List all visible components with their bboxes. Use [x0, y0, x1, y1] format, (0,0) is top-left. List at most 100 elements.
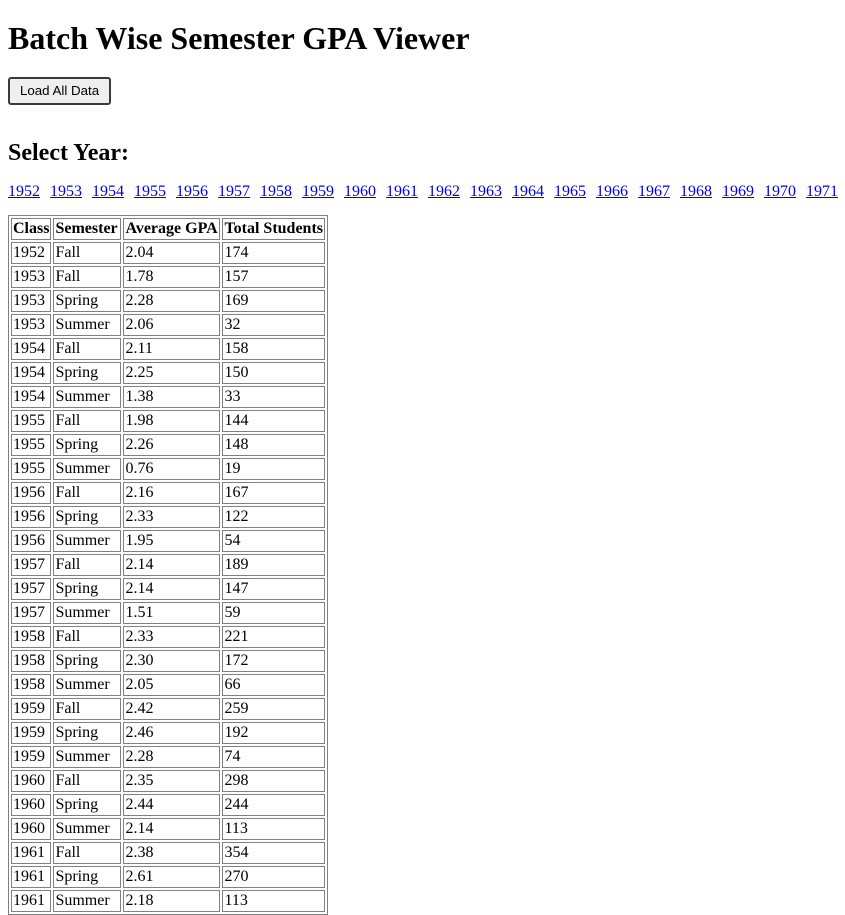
table-row: 1953 Spring 2.28 169: [11, 290, 326, 312]
header-average-gpa: Average GPA: [123, 218, 221, 240]
cell-total-students: 32: [222, 314, 326, 336]
cell-total-students: 122: [222, 506, 326, 528]
cell-total-students: 270: [222, 866, 326, 888]
header-semester: Semester: [53, 218, 122, 240]
cell-average-gpa: 2.42: [123, 698, 221, 720]
cell-average-gpa: 2.04: [123, 242, 221, 264]
year-link-1963[interactable]: 1963: [470, 183, 502, 200]
table-row: 1960 Summer 2.14 113: [11, 818, 326, 840]
cell-total-students: 113: [222, 818, 326, 840]
cell-total-students: 259: [222, 698, 326, 720]
cell-class: 1957: [11, 578, 52, 600]
cell-total-students: 150: [222, 362, 326, 384]
cell-average-gpa: 2.26: [123, 434, 221, 456]
year-link-1967[interactable]: 1967: [638, 183, 670, 200]
cell-total-students: 147: [222, 578, 326, 600]
cell-average-gpa: 2.18: [123, 890, 221, 912]
year-link-1962[interactable]: 1962: [428, 183, 460, 200]
table-row: 1960 Spring 2.44 244: [11, 794, 326, 816]
year-link-1954[interactable]: 1954: [92, 183, 124, 200]
cell-class: 1952: [11, 242, 52, 264]
year-link-1959[interactable]: 1959: [302, 183, 334, 200]
cell-average-gpa: 1.38: [123, 386, 221, 408]
cell-average-gpa: 0.76: [123, 458, 221, 480]
cell-semester: Fall: [53, 770, 122, 792]
cell-class: 1955: [11, 410, 52, 432]
cell-semester: Fall: [53, 266, 122, 288]
table-row: 1952 Fall 2.04 174: [11, 242, 326, 264]
cell-average-gpa: 1.95: [123, 530, 221, 552]
year-link-1968[interactable]: 1968: [680, 183, 712, 200]
cell-average-gpa: 1.78: [123, 266, 221, 288]
cell-class: 1956: [11, 482, 52, 504]
table-row: 1957 Fall 2.14 189: [11, 554, 326, 576]
cell-class: 1959: [11, 746, 52, 768]
cell-total-students: 59: [222, 602, 326, 624]
cell-semester: Summer: [53, 818, 122, 840]
table-row: 1954 Summer 1.38 33: [11, 386, 326, 408]
cell-total-students: 174: [222, 242, 326, 264]
cell-semester: Spring: [53, 866, 122, 888]
cell-semester: Spring: [53, 290, 122, 312]
cell-total-students: 354: [222, 842, 326, 864]
load-all-data-button[interactable]: Load All Data: [8, 77, 112, 105]
cell-total-students: 33: [222, 386, 326, 408]
cell-average-gpa: 2.33: [123, 626, 221, 648]
cell-total-students: 157: [222, 266, 326, 288]
table-row: 1958 Summer 2.05 66: [11, 674, 326, 696]
year-link-1955[interactable]: 1955: [134, 183, 166, 200]
year-link-1958[interactable]: 1958: [260, 183, 292, 200]
year-link-1966[interactable]: 1966: [596, 183, 628, 200]
cell-class: 1958: [11, 674, 52, 696]
year-link-1957[interactable]: 1957: [218, 183, 250, 200]
gpa-table: Class Semester Average GPA Total Students 1…: [8, 215, 329, 915]
cell-total-students: 144: [222, 410, 326, 432]
cell-semester: Summer: [53, 890, 122, 912]
table-row: 1961 Spring 2.61 270: [11, 866, 326, 888]
cell-total-students: 189: [222, 554, 326, 576]
year-link-1952[interactable]: 1952: [8, 183, 40, 200]
table-row: 1961 Fall 2.38 354: [11, 842, 326, 864]
table-row: 1954 Spring 2.25 150: [11, 362, 326, 384]
table-row: 1959 Summer 2.28 74: [11, 746, 326, 768]
year-link-1971[interactable]: 1971: [806, 183, 838, 200]
year-link-1970[interactable]: 1970: [764, 183, 796, 200]
cell-average-gpa: 2.35: [123, 770, 221, 792]
cell-semester: Fall: [53, 482, 122, 504]
year-link-1960[interactable]: 1960: [344, 183, 376, 200]
cell-average-gpa: 1.51: [123, 602, 221, 624]
year-link-1969[interactable]: 1969: [722, 183, 754, 200]
cell-semester: Spring: [53, 794, 122, 816]
table-row: 1958 Fall 2.33 221: [11, 626, 326, 648]
table-row: 1956 Spring 2.33 122: [11, 506, 326, 528]
cell-total-students: 148: [222, 434, 326, 456]
cell-total-students: 244: [222, 794, 326, 816]
page-root: Batch Wise Semester GPA Viewer Load All …: [8, 0, 845, 915]
table-row: 1959 Fall 2.42 259: [11, 698, 326, 720]
cell-total-students: 158: [222, 338, 326, 360]
year-link-1961[interactable]: 1961: [386, 183, 418, 200]
table-row: 1953 Summer 2.06 32: [11, 314, 326, 336]
page-title: Batch Wise Semester GPA Viewer: [8, 20, 470, 56]
table-row: 1955 Fall 1.98 144: [11, 410, 326, 432]
cell-total-students: 169: [222, 290, 326, 312]
year-link-1956[interactable]: 1956: [176, 183, 208, 200]
cell-semester: Fall: [53, 842, 122, 864]
cell-average-gpa: 2.16: [123, 482, 221, 504]
year-link-1965[interactable]: 1965: [554, 183, 586, 200]
cell-semester: Fall: [53, 554, 122, 576]
cell-semester: Fall: [53, 410, 122, 432]
cell-semester: Summer: [53, 386, 122, 408]
cell-class: 1958: [11, 626, 52, 648]
cell-average-gpa: 2.11: [123, 338, 221, 360]
cell-total-students: 74: [222, 746, 326, 768]
gpa-table-container: Class Semester Average GPA Total Students 1…: [8, 215, 845, 915]
year-link-1964[interactable]: 1964: [512, 183, 544, 200]
cell-average-gpa: 2.14: [123, 554, 221, 576]
cell-semester: Summer: [53, 530, 122, 552]
year-link-1953[interactable]: 1953: [50, 183, 82, 200]
table-row: 1961 Summer 2.18 113: [11, 890, 326, 912]
table-body: 1952 Fall 2.04 174 1953 Fall 1.78 157 1953 Spring…: [11, 242, 326, 912]
cell-class: 1956: [11, 530, 52, 552]
table-row: 1955 Summer 0.76 19: [11, 458, 326, 480]
